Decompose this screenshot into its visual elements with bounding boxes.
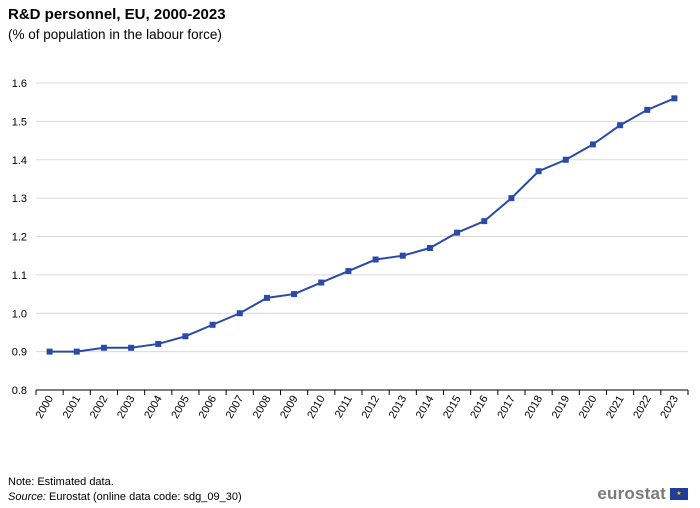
x-tick-label: 2023: [658, 394, 681, 421]
data-point: [562, 156, 569, 163]
eurostat-logo: eurostat ★: [597, 484, 688, 504]
y-tick-label: 1.2: [12, 232, 27, 244]
x-tick-label: 2000: [34, 394, 57, 421]
x-tick-label: 2019: [550, 394, 573, 421]
x-tick-label: 2004: [142, 394, 165, 421]
data-point: [263, 294, 270, 301]
data-point: [291, 291, 298, 298]
x-tick-label: 2009: [278, 394, 301, 421]
data-point: [535, 168, 542, 175]
x-tick-label: 2018: [523, 394, 546, 421]
data-point: [46, 348, 53, 355]
data-point: [481, 218, 488, 225]
x-tick-label: 2011: [333, 394, 355, 420]
x-tick-label: 2017: [495, 394, 518, 421]
x-tick-label: 2014: [414, 394, 437, 421]
data-point: [671, 95, 678, 102]
data-point: [318, 279, 325, 286]
y-tick-label: 1.4: [12, 155, 27, 167]
x-tick-label: 2005: [169, 394, 192, 421]
y-axis-tick-labels: 0.8 0.9 1.0 1.1 1.2 1.3 1.4 1.5 1.6: [12, 78, 27, 397]
data-point: [73, 348, 80, 355]
data-point: [589, 141, 596, 148]
eu-flag-icon: ★: [670, 488, 688, 500]
data-point: [644, 106, 651, 113]
x-tick-label: 2013: [387, 394, 410, 421]
y-tick-label: 0.8: [12, 385, 27, 397]
x-tick-label: 2015: [441, 394, 464, 421]
y-tick-label: 1.5: [12, 116, 27, 128]
chart-note: Note: Estimated data.: [8, 476, 114, 488]
data-point: [236, 310, 243, 317]
x-tick-label: 2008: [251, 394, 274, 421]
series-layer: [46, 95, 678, 355]
y-tick-label: 1.3: [12, 193, 27, 205]
data-point: [345, 268, 352, 275]
series-line: [49, 97, 675, 353]
data-point: [155, 340, 162, 347]
y-tick-label: 1.6: [12, 78, 27, 90]
data-point: [454, 229, 461, 236]
x-tick-label: 2001: [61, 394, 84, 421]
x-tick-label: 2012: [360, 394, 383, 421]
x-tick-label: 2022: [631, 394, 654, 421]
y-tick-label: 0.9: [12, 347, 27, 359]
data-point: [617, 122, 624, 129]
x-tick-label: 2016: [468, 394, 491, 421]
chart-title: R&D personnel, EU, 2000-2023: [8, 6, 226, 23]
x-tick-label: 2007: [224, 394, 247, 421]
source-text: Eurostat (online data code: sdg_09_30): [48, 491, 242, 503]
y-tick-label: 1.0: [12, 308, 27, 320]
x-tick-label: 2021: [604, 394, 627, 421]
x-axis-tick-labels: 2000 2001 2002 2003 2004 2005 2006 2007 2008 2009…: [34, 390, 689, 421]
gridlines: [36, 82, 688, 391]
data-point: [182, 333, 189, 340]
chart-subtitle: (% of population in the labour force): [8, 27, 222, 42]
line-chart: 0.8 0.9 1.0 1.1 1.2 1.3 1.4 1.5 1.6 2000 2001 2002…: [12, 78, 689, 421]
data-point: [100, 344, 107, 351]
data-point: [426, 245, 433, 252]
x-tick-label: 2002: [88, 394, 111, 421]
y-tick-label: 1.1: [12, 270, 27, 282]
data-point: [399, 252, 406, 259]
data-point: [372, 256, 379, 263]
x-tick-label: 2003: [115, 394, 138, 421]
data-point: [128, 344, 135, 351]
x-tick-label: 2006: [197, 394, 220, 421]
x-tick-label: 2010: [305, 394, 328, 421]
data-point: [508, 195, 515, 202]
chart-source: Source: Eurostat (online data code: sdg_…: [8, 491, 242, 503]
source-label: Source:: [8, 491, 46, 503]
eurostat-logo-text: eurostat: [597, 484, 666, 503]
x-tick-label: 2020: [577, 394, 600, 421]
data-point: [209, 321, 216, 328]
